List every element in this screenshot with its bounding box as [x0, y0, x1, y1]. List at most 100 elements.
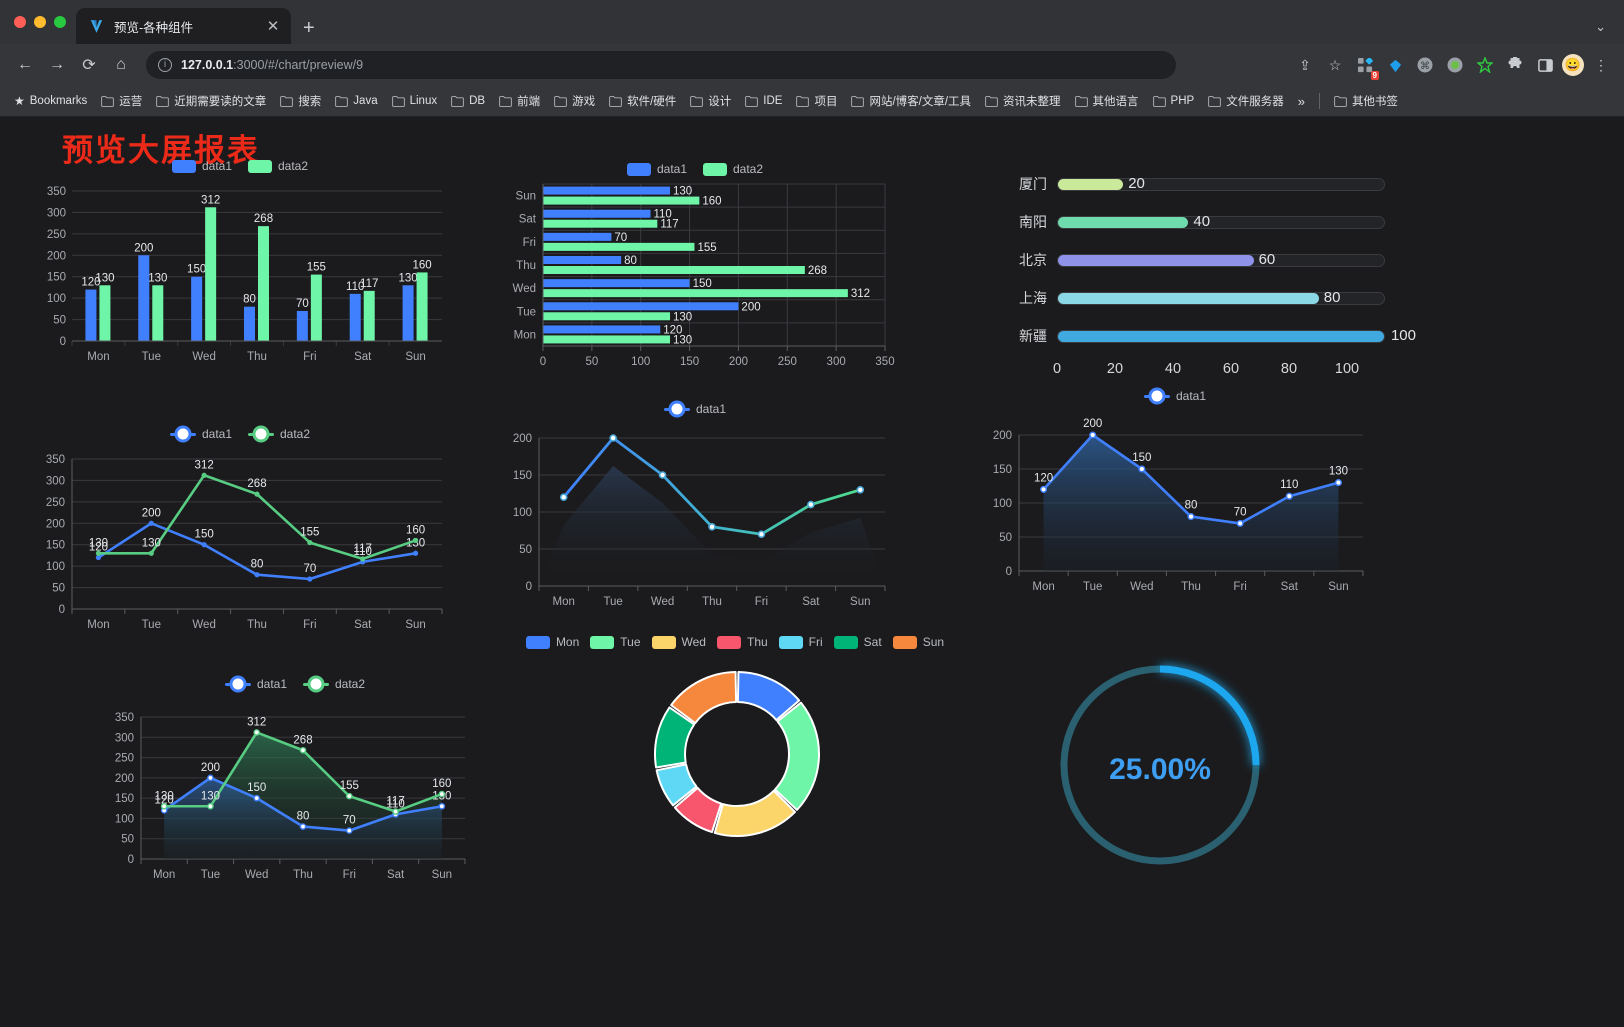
chart-legend: data1 data2 [95, 677, 495, 691]
progress-track[interactable]: 100 [1057, 327, 1416, 344]
svg-text:312: 312 [851, 288, 870, 300]
legend-item[interactable]: data2 [248, 159, 308, 173]
legend-label: data1 [656, 162, 687, 176]
pie-slice[interactable] [736, 671, 801, 722]
legend-item[interactable]: Mon [525, 635, 579, 649]
chevron-down-icon[interactable]: ⌄ [1595, 19, 1606, 34]
pie-slice[interactable] [713, 789, 797, 837]
diamond-icon[interactable] [1382, 52, 1408, 78]
svg-text:300: 300 [47, 207, 66, 219]
reload-button[interactable]: ⟳ [82, 57, 96, 74]
legend-item[interactable]: data1 [169, 427, 232, 441]
forward-button[interactable]: → [49, 56, 65, 73]
pie-slice[interactable] [670, 671, 738, 725]
legend-item[interactable]: data1 [626, 162, 687, 176]
svg-text:Mon: Mon [153, 869, 175, 881]
legend-item[interactable]: Thu [716, 635, 768, 649]
star-icon: ★ [14, 94, 25, 108]
close-window-button[interactable] [14, 16, 26, 28]
home-button[interactable]: ⌂ [116, 56, 126, 73]
svg-text:100: 100 [993, 498, 1012, 510]
folder-icon [1334, 95, 1347, 107]
legend-item[interactable]: data1 [224, 677, 287, 691]
svg-text:150: 150 [247, 782, 266, 794]
svg-text:100: 100 [631, 356, 650, 368]
sidebar-icon[interactable] [1532, 52, 1558, 78]
legend-item[interactable]: Wed [651, 635, 706, 649]
svg-text:Tue: Tue [142, 619, 161, 631]
pie-slice[interactable] [655, 763, 698, 807]
legend-item[interactable]: data2 [303, 677, 365, 691]
address-bar[interactable]: i 127.0.0.1:3000/#/chart/preview/9 [146, 51, 1176, 79]
legend-item[interactable]: Tue [590, 635, 641, 649]
bookmark-label: IDE [763, 95, 783, 107]
url-path: :3000/#/chart/preview/9 [233, 58, 364, 72]
bookmark-label: Linux [409, 95, 438, 107]
bookmark-folder[interactable]: 软件/硬件 [603, 90, 682, 112]
legend-item[interactable]: data1 [663, 402, 726, 416]
folder-icon [690, 95, 704, 107]
bookmark-star-icon[interactable]: ☆ [1328, 56, 1342, 73]
site-info-icon[interactable]: i [158, 58, 172, 72]
legend-item[interactable]: Sat [833, 635, 882, 649]
bookmark-folder[interactable]: 项目 [790, 90, 843, 112]
legend-item[interactable]: data2 [703, 162, 763, 176]
bookmark-folder[interactable]: 文件服务器 [1202, 90, 1290, 112]
legend-label: Tue [620, 635, 641, 649]
pie-slice[interactable] [774, 701, 820, 811]
bookmark-folder[interactable]: 资讯未整理 [979, 90, 1067, 112]
svg-text:100: 100 [46, 561, 65, 573]
avatar[interactable]: 😀 [1562, 54, 1584, 76]
bookmark-folder[interactable]: Linux [386, 92, 444, 110]
legend-marker [248, 159, 272, 173]
bookmark-folder[interactable]: Java [329, 92, 383, 110]
bookmark-folder[interactable]: 游戏 [548, 90, 601, 112]
progress-track[interactable]: 60 [1057, 251, 1385, 268]
browser-tab[interactable]: 预览-各种组件 ✕ [76, 8, 291, 44]
command-circle-icon[interactable]: ⌘ [1412, 52, 1438, 78]
svg-text:130: 130 [1329, 466, 1348, 478]
close-icon[interactable]: ✕ [266, 17, 280, 35]
menu-icon[interactable]: ⋮ [1594, 56, 1608, 73]
bookmark-folder[interactable]: PHP [1147, 92, 1201, 110]
progress-track[interactable]: 80 [1057, 289, 1385, 306]
bookmark-folder[interactable]: 搜索 [274, 90, 327, 112]
bookmarks-overflow-button[interactable]: » [1297, 93, 1305, 109]
svg-text:20: 20 [1107, 361, 1123, 377]
green-dot-icon[interactable] [1442, 52, 1468, 78]
maximize-window-button[interactable] [54, 16, 66, 28]
legend-item[interactable]: data1 [1143, 389, 1206, 403]
pie-slice[interactable] [673, 786, 723, 834]
bookmark-folder[interactable]: 运营 [95, 90, 148, 112]
bookmark-folder[interactable]: 网站/博客/文章/工具 [845, 90, 977, 112]
bookmark-folder[interactable]: IDE [739, 92, 788, 110]
bookmark-folder[interactable]: 前端 [493, 90, 546, 112]
svg-text:100: 100 [513, 507, 532, 519]
other-bookmarks-folder[interactable]: 其他书签 [1328, 90, 1404, 112]
legend-item[interactable]: data2 [248, 427, 310, 441]
legend-item[interactable]: Sun [892, 635, 944, 649]
share-icon[interactable]: ⇪ [1299, 56, 1311, 73]
bookmark-folder[interactable]: 其他语言 [1069, 90, 1145, 112]
legend-item[interactable]: Fri [778, 635, 823, 649]
bookmark-folder[interactable]: 设计 [684, 90, 737, 112]
extension-grid-icon[interactable]: 9 [1352, 52, 1379, 80]
bookmarks-root[interactable]: ★ Bookmarks [8, 91, 93, 111]
legend-marker [663, 407, 690, 411]
url-text: 127.0.0.1:3000/#/chart/preview/9 [181, 58, 363, 72]
progress-track[interactable]: 40 [1057, 213, 1385, 230]
bookmark-folder[interactable]: 近期需要读的文章 [150, 90, 272, 112]
new-tab-button[interactable]: + [303, 17, 315, 39]
star-outline-green-icon[interactable] [1472, 52, 1498, 78]
minimize-window-button[interactable] [34, 16, 46, 28]
legend-item[interactable]: data1 [171, 159, 232, 173]
svg-text:117: 117 [360, 278, 378, 290]
folder-icon [391, 95, 405, 107]
pie-slice[interactable] [654, 706, 696, 769]
svg-text:Fri: Fri [1233, 581, 1246, 593]
back-button[interactable]: ← [17, 56, 33, 73]
puzzle-piece-icon[interactable] [1502, 52, 1528, 78]
progress-track[interactable]: 20 [1057, 175, 1385, 192]
bookmark-folder[interactable]: DB [445, 92, 491, 110]
legend-marker [626, 162, 651, 176]
